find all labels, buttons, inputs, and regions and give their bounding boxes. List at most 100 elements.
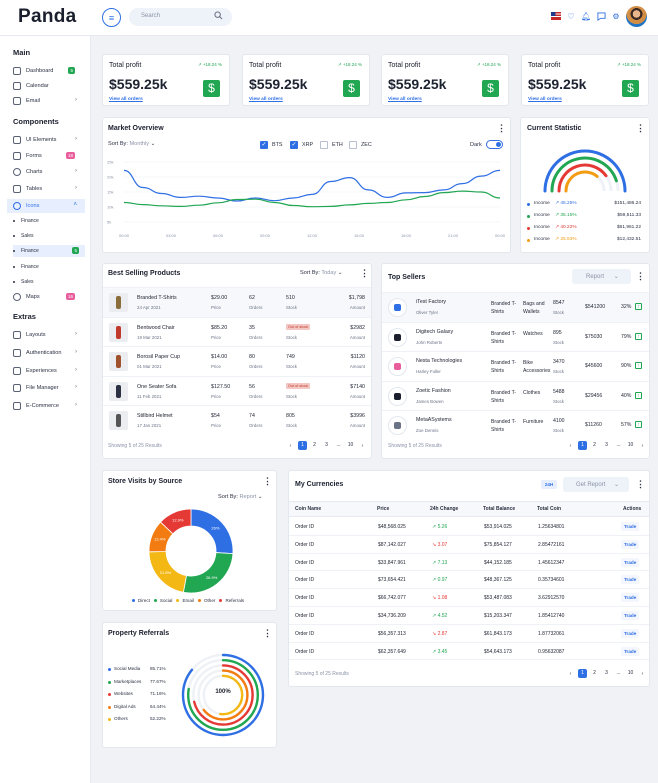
view-orders-link[interactable]: View all orders	[249, 97, 283, 102]
table-row[interactable]: Stillbird Helmet 17 Jan 2021 $54 Price 74 Ord…	[103, 405, 371, 435]
table-row[interactable]: Order ID $62,357.649 ↗ 3.45 $54,643.173 0.95…	[289, 643, 649, 661]
sidebar-subitem[interactable]: Sales	[13, 276, 85, 288]
sidebar-item-calendar[interactable]: Calendar	[7, 79, 85, 93]
trade-button[interactable]: Trade	[621, 575, 640, 585]
trade-button[interactable]: Trade	[621, 557, 640, 567]
sidebar-item-ui-elements[interactable]: UI Elements ›	[7, 133, 85, 147]
next-page-button[interactable]: ›	[641, 670, 644, 677]
prev-page-button[interactable]: ‹	[289, 442, 292, 449]
sidebar-item-icons[interactable]: Icons ˄	[7, 199, 85, 213]
sidebar-item-layouts[interactable]: Layouts ›	[7, 328, 85, 342]
sidebar-subitem[interactable]: Finance	[13, 261, 85, 273]
get-report-button[interactable]: Get Report ⌄	[563, 477, 629, 492]
page-button[interactable]: 2	[593, 670, 596, 676]
table-row[interactable]: iTest Factory Oliver Tyler Branded T-Shirt…	[382, 292, 649, 322]
sidebar-item-file-manager[interactable]: File Manager ›	[7, 381, 85, 395]
page-button[interactable]: 2	[313, 442, 316, 448]
sidebar-item-authentication[interactable]: Authentication ›	[7, 346, 85, 360]
page-button[interactable]: 3	[325, 442, 328, 448]
table-row[interactable]: One Seater Sofa 11 Feb 2021 $127.50 Price 56…	[103, 375, 371, 406]
next-page-button[interactable]: ›	[641, 442, 644, 449]
chevron-down-icon: ⌄	[614, 482, 620, 488]
page-button[interactable]: 2	[593, 442, 596, 448]
sidebar-subitem[interactable]: Sales	[13, 230, 85, 242]
table-row[interactable]: Order ID $34,736.209 ↗ 4.52 $15,203.347 1.85…	[289, 607, 649, 625]
prev-page-button[interactable]: ‹	[569, 442, 572, 449]
checkbox-eth[interactable]: ETH	[320, 141, 343, 149]
more-options-icon[interactable]: ⋮	[636, 123, 645, 133]
sidebar-item-experiences[interactable]: Experiences ›	[7, 364, 85, 378]
sort-dropdown[interactable]: Sort By: Today ⌄	[300, 270, 343, 276]
table-row[interactable]: Order ID $48,568.025 ↗ 5.26 $53,914.025 1.25…	[289, 518, 649, 536]
gear-icon[interactable]: ⚙	[612, 12, 620, 21]
trade-button[interactable]: Trade	[621, 628, 640, 638]
table-row[interactable]: Order ID $56,357.313 ↘ 2.87 $61,843.173 1.87…	[289, 625, 649, 643]
sidebar-item-forms[interactable]: Forms 18	[7, 149, 85, 163]
table-row[interactable]: Bentwood Chair 19 Mar 2021 $85.20 Price 35 Or…	[103, 316, 371, 347]
page-button[interactable]: 10	[627, 442, 634, 448]
page-button[interactable]: ...	[616, 442, 621, 448]
sidebar-subitem[interactable]: Finance	[13, 215, 85, 227]
user-avatar[interactable]	[626, 6, 647, 27]
page-button[interactable]: 3	[605, 670, 608, 676]
trade-button[interactable]: Trade	[621, 539, 640, 549]
page-button[interactable]: 3	[605, 442, 608, 448]
flag-icon[interactable]	[551, 12, 561, 22]
more-options-icon[interactable]: ⋮	[497, 123, 506, 133]
bell-icon[interactable]: 🔔︎	[581, 12, 592, 21]
view-orders-link[interactable]: View all orders	[528, 97, 562, 102]
table-row[interactable]: Order ID $73,654.421 ↗ 0.97 $48,367.125 0.35…	[289, 571, 649, 590]
sidebar-item-e-commerce[interactable]: E-Commerce ›	[7, 399, 85, 413]
trade-button[interactable]: Trade	[621, 522, 640, 531]
app-logo[interactable]: Panda	[18, 6, 77, 27]
timeframe-badge[interactable]: 24H	[541, 480, 557, 489]
dark-mode-toggle[interactable]	[486, 140, 503, 149]
table-row[interactable]: Order ID $33,847.961 ↗ 7.13 $44,152.185 1.45…	[289, 554, 649, 572]
page-button[interactable]: 1	[298, 441, 307, 450]
view-orders-link[interactable]: View all orders	[109, 97, 143, 102]
checkbox-bts[interactable]: ✓ BTS	[260, 141, 283, 149]
page-button[interactable]: ...	[616, 670, 621, 676]
menu-toggle-button[interactable]: ≡	[102, 8, 121, 27]
search-icon[interactable]	[214, 11, 223, 20]
page-button[interactable]: 10	[627, 670, 634, 676]
table-row[interactable]: Nesta Technologies Harley Fuller Branded T…	[382, 351, 649, 381]
table-row[interactable]: Order ID $66,742.077 ↘ 1.08 $53,487.083 3.62…	[289, 589, 649, 607]
more-options-icon[interactable]: ⋮	[360, 268, 369, 278]
sidebar-item-dashboard[interactable]: Dashboard 5	[7, 64, 85, 78]
sidebar-item-maps[interactable]: Maps 16	[7, 290, 85, 304]
more-options-icon[interactable]: ⋮	[636, 479, 645, 489]
sidebar-item-charts[interactable]: Charts ›	[7, 165, 85, 179]
arc-track	[564, 170, 606, 192]
trade-button[interactable]: Trade	[621, 610, 640, 620]
trade-button[interactable]: Trade	[621, 593, 640, 603]
sort-dropdown[interactable]: Sort By: Monthly ⌄	[108, 141, 156, 147]
checkbox-zec[interactable]: ZEC	[349, 141, 372, 149]
table-row[interactable]: Borosil Paper Cup 01 Mar 2021 $14.00 Price 8…	[103, 346, 371, 376]
page-button[interactable]: 1	[578, 669, 587, 678]
more-options-icon[interactable]: ⋮	[263, 476, 272, 486]
next-page-button[interactable]: ›	[361, 442, 364, 449]
table-row[interactable]: Branded T-Shirts 24 Apr 2021 $29.00 Price 62…	[103, 287, 371, 317]
table-row[interactable]: Zoetic Fashion James Bowen Branded T-Shirt…	[382, 380, 649, 411]
sort-dropdown[interactable]: Sort By: Report ⌄	[218, 494, 263, 500]
page-button[interactable]: 1	[578, 441, 587, 450]
heart-icon[interactable]: ♡	[567, 12, 575, 21]
page-button[interactable]: 10	[347, 442, 354, 448]
view-orders-link[interactable]: View all orders	[388, 97, 422, 102]
table-row[interactable]: Order ID $87,142.027 ↘ 3.07 $75,854.127 2.85…	[289, 536, 649, 554]
checkbox-xrp[interactable]: ✓ XRP	[290, 141, 314, 149]
table-row[interactable]: MetaASystems Zoe Dennis Branded T-Shirts Fu…	[382, 410, 649, 440]
report-button[interactable]: Report ⌄	[572, 269, 631, 284]
search-input[interactable]: Search	[129, 8, 232, 26]
chat-icon[interactable]	[596, 12, 606, 22]
sidebar-item-tables[interactable]: Tables ›	[7, 182, 85, 196]
sidebar-item-email[interactable]: Email ›	[7, 94, 85, 108]
sidebar-subitem-active[interactable]: Finance 5	[13, 245, 85, 257]
prev-page-button[interactable]: ‹	[569, 670, 572, 677]
table-row[interactable]: Digitech Galaxy John Roberts Branded T-Shi…	[382, 321, 649, 352]
page-button[interactable]: ...	[336, 442, 341, 448]
more-options-icon[interactable]: ⋮	[263, 628, 272, 638]
trade-button[interactable]: Trade	[621, 646, 640, 656]
more-options-icon[interactable]: ⋮	[636, 271, 645, 281]
